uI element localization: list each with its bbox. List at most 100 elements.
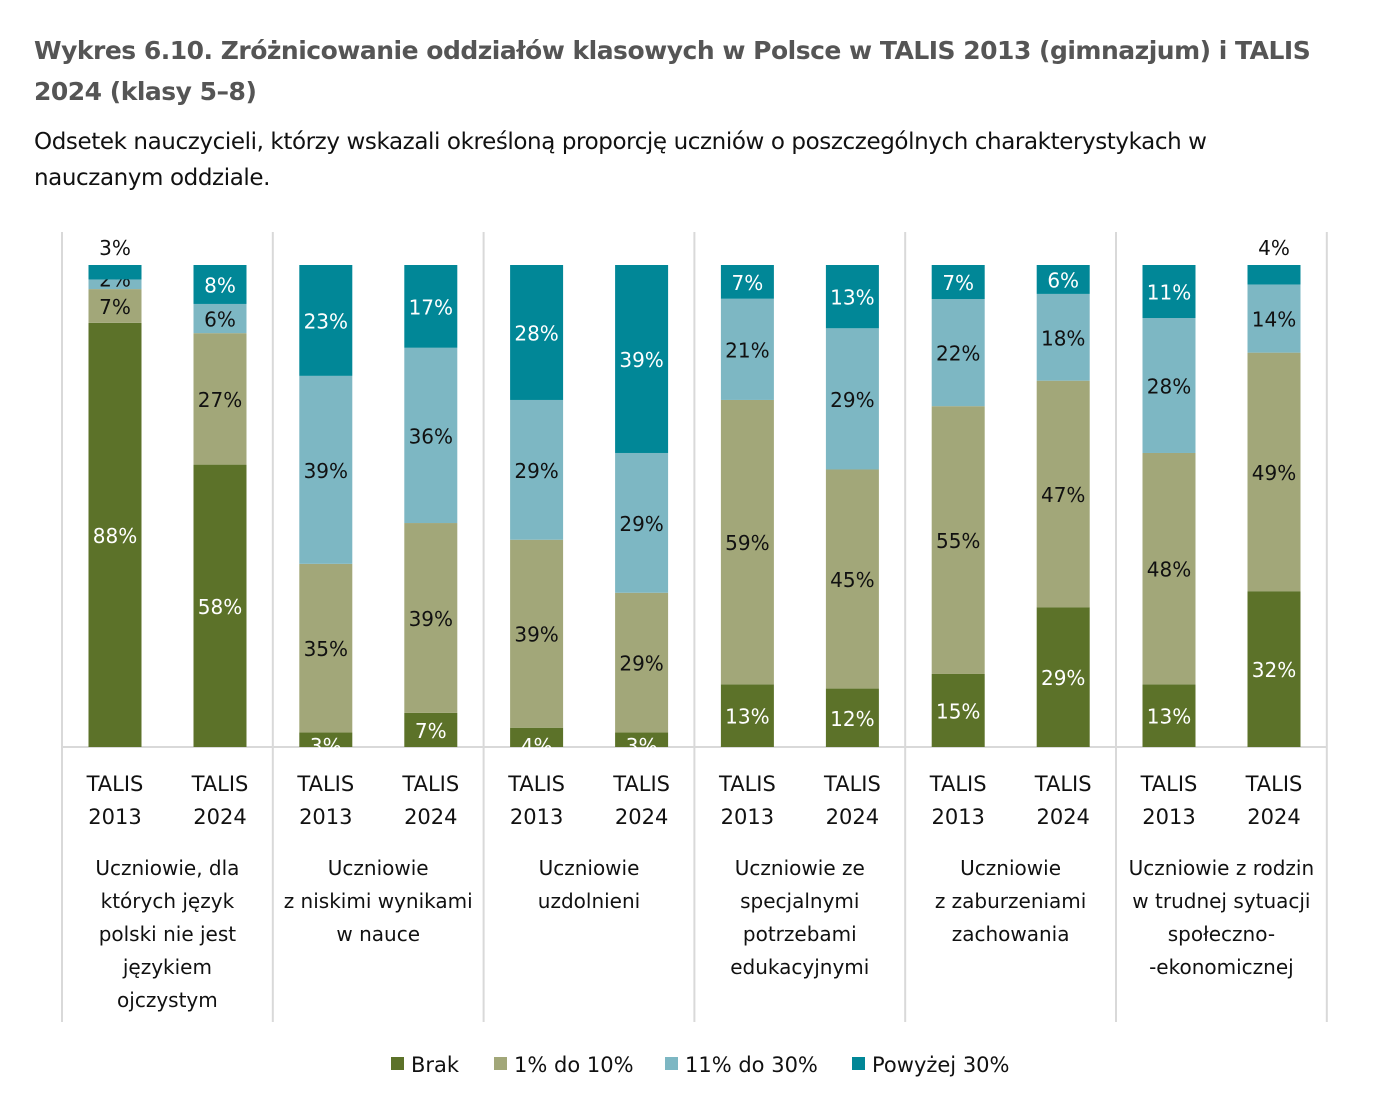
bar-segment [615, 265, 669, 453]
bar-segment [510, 399, 564, 540]
bar-segment [510, 265, 564, 400]
data-label: 48% [1147, 558, 1191, 582]
data-label: 13% [1147, 705, 1191, 729]
data-label: 6% [204, 308, 236, 332]
bar-segment [404, 523, 458, 713]
bar-tick-label: TALIS [929, 772, 987, 796]
legend-label: 11% do 30% [685, 1053, 818, 1077]
data-label: 88% [93, 524, 137, 548]
data-label: 23% [304, 309, 348, 333]
data-label: 45% [830, 568, 874, 592]
bar-tick-label: TALIS [507, 772, 565, 796]
group-label: Uczniowie z rodzin [1129, 856, 1314, 880]
bar-segment [615, 452, 669, 593]
data-label: 28% [514, 321, 558, 345]
data-label: 13% [830, 286, 874, 310]
bar-segment [404, 347, 458, 524]
group-label: potrzebami [743, 922, 857, 946]
bar-tick-label: TALIS [1034, 772, 1092, 796]
data-label: 11% [1147, 281, 1191, 305]
bar-segment [88, 322, 142, 747]
bar-segment [1142, 452, 1196, 685]
bar-segment [404, 265, 458, 348]
data-label: 59% [725, 531, 769, 555]
bar-tick-label: 2013 [721, 805, 774, 829]
bar-tick-label: TALIS [401, 772, 459, 796]
data-label: 21% [725, 338, 769, 362]
data-label: 14% [1252, 308, 1296, 332]
bar-segment [193, 464, 247, 747]
data-label: 3% [626, 734, 658, 758]
data-label: 35% [304, 637, 348, 661]
group-label: społeczno- [1168, 922, 1275, 946]
data-label: 29% [830, 388, 874, 412]
data-label: 39% [304, 459, 348, 483]
bar-segment [720, 265, 774, 299]
data-label: 29% [1041, 666, 1085, 690]
data-label: 18% [1041, 326, 1085, 350]
group-label: Uczniowie, dla [95, 856, 239, 880]
bar-tick-label: 2013 [510, 805, 563, 829]
group-label: -ekonomicznej [1149, 955, 1294, 979]
group-label: polski nie jest [99, 922, 237, 946]
group-label: z zaburzeniami [935, 889, 1087, 913]
bar-segment [510, 727, 564, 747]
data-label: 6% [1047, 268, 1079, 292]
bar-segment [720, 298, 774, 400]
data-label: 4% [1258, 236, 1290, 260]
data-label: 49% [1252, 461, 1296, 485]
data-label: 17% [409, 295, 453, 319]
bar-tick-label: TALIS [1140, 772, 1198, 796]
data-label: 29% [619, 512, 663, 536]
data-label: 55% [936, 529, 980, 553]
legend-label: Brak [411, 1053, 460, 1077]
data-label: 29% [514, 459, 558, 483]
data-label: 22% [936, 342, 980, 366]
bar-tick-label: 2013 [931, 805, 984, 829]
group-label: ojczystym [117, 988, 218, 1012]
data-label: 28% [1147, 375, 1191, 399]
bar-segment [931, 299, 985, 407]
data-label: 7% [99, 295, 131, 319]
legend-label: 1% do 10% [514, 1053, 634, 1077]
bar-segment [193, 265, 247, 304]
bar-segment [1142, 684, 1196, 747]
bar-segment [1247, 265, 1301, 285]
bar-tick-label: TALIS [86, 772, 144, 796]
group-label: uzdolnieni [538, 889, 640, 913]
data-label: 32% [1252, 658, 1296, 682]
group-label: w nauce [336, 922, 420, 946]
bar-tick-label: 2013 [1142, 805, 1195, 829]
bar-segment [615, 592, 669, 733]
group-label: specjalnymi [740, 889, 859, 913]
bar-segment [720, 684, 774, 747]
bar-segment [193, 303, 247, 334]
data-label: 7% [942, 271, 974, 295]
chart-title: Wykres 6.10. Zróżnicowanie oddziałów kla… [34, 36, 1311, 106]
group-label: edukacyjnymi [730, 955, 869, 979]
bar-segment [825, 688, 879, 747]
bar-segment [193, 333, 247, 465]
legend-swatch [852, 1057, 865, 1070]
bar-tick-label: TALIS [296, 772, 354, 796]
group-label: językiem [122, 955, 212, 979]
data-label: 7% [732, 271, 764, 295]
data-label: 13% [725, 705, 769, 729]
data-label: 4% [521, 734, 553, 758]
group-label: Uczniowie [539, 856, 640, 880]
bar-tick-label: TALIS [612, 772, 670, 796]
bar-tick-label: 2013 [299, 805, 352, 829]
bar-tick-label: 2013 [88, 805, 141, 829]
legend-swatch [665, 1057, 678, 1070]
bar-tick-label: TALIS [1245, 772, 1303, 796]
bar-segment [1247, 284, 1301, 353]
bar-segment [88, 289, 142, 323]
data-label: 39% [409, 607, 453, 631]
data-label: 58% [198, 595, 242, 619]
bar-tick-label: 2024 [826, 805, 879, 829]
group-label: Uczniowie [328, 856, 429, 880]
bar-tick-label: 2024 [1247, 805, 1300, 829]
data-label: 39% [619, 348, 663, 372]
group-label: Uczniowie [960, 856, 1061, 880]
data-label: 36% [409, 424, 453, 448]
